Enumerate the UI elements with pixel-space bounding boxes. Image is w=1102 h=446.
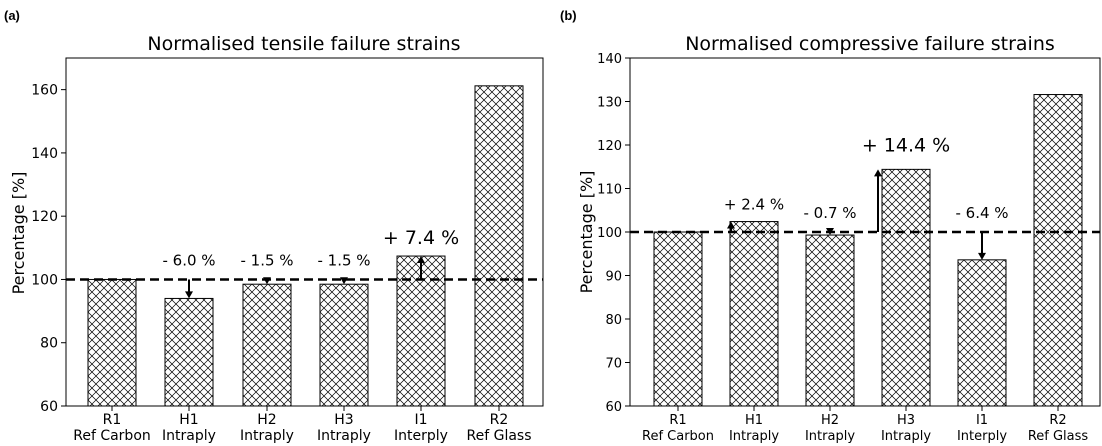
panel-b-x-tick-label-code: I1	[976, 413, 988, 428]
panel-b-x-tick-label-name: Interply	[957, 429, 1007, 444]
panel-a-annotation-label: + 7.4 %	[383, 227, 459, 249]
panel-b-annotation-label: - 6.4 %	[955, 204, 1008, 222]
panel-b-x-tick-label-code: R2	[1049, 413, 1066, 428]
panel-a-y-tick-label: 140	[31, 146, 58, 162]
panel-b-annotation-label: + 2.4 %	[724, 196, 784, 214]
panel-a-y-axis-label: Percentage [%]	[9, 172, 28, 295]
panel-a-y-tick-label: 60	[40, 399, 58, 415]
panel-a-x-tick-label-code: H3	[334, 412, 353, 428]
panel-b-y-tick-label: 90	[605, 270, 622, 285]
panel-a-annotation-label: - 6.0 %	[162, 251, 215, 269]
panel-b-x-tick-label-code: H2	[821, 413, 839, 428]
panel-a-x-tick-label-name: Ref Glass	[467, 428, 532, 444]
panel-b-x-tick-label-code: H3	[897, 413, 915, 428]
panel-b-x-tick-label-name: Intraply	[729, 429, 779, 444]
panel-b-y-tick-label: 130	[597, 96, 622, 111]
panel-b-arrow-head	[874, 169, 882, 177]
panel-a-bar-r1	[87, 278, 137, 407]
panel-b-annotation-label: - 0.7 %	[803, 204, 856, 222]
panel-a-x-tick-label-name: Interply	[394, 428, 448, 444]
panel-b-y-tick-label: 80	[605, 313, 622, 328]
panel-b-y-tick-label: 140	[597, 52, 622, 67]
panel-a-axes-frame	[65, 57, 544, 407]
panel-a-arrow-head	[340, 277, 348, 285]
panel-a-annotation-label: - 1.5 %	[317, 251, 370, 269]
panel-b-x-tick-label-name: Ref Carbon	[642, 429, 714, 444]
panel-a-x-tick-label-name: Ref Carbon	[73, 428, 151, 444]
panel-b-title: Normalised compressive failure strains	[685, 33, 1055, 55]
panel-a-bar-h2	[242, 283, 292, 407]
panel-a-y-tick-label: 160	[31, 83, 58, 99]
panel-a-x-tick-label-code: R1	[103, 412, 122, 428]
panel-b-bar-r1	[653, 231, 703, 407]
panel-a-arrow-head	[185, 291, 193, 299]
panel-a-title: Normalised tensile failure strains	[147, 33, 460, 55]
panel-a-y-tick-label: 100	[31, 272, 58, 288]
panel-a-bar-h3	[319, 283, 369, 407]
panel-a-label: (a)	[4, 8, 20, 23]
panel-b-bar-h2	[805, 234, 855, 407]
panel-b-bar-h1	[729, 221, 779, 407]
panel-a-x-tick-label-name: Intraply	[162, 428, 216, 444]
panel-b-y-tick-label: 70	[605, 357, 622, 372]
panel-b-y-tick-label: 110	[597, 183, 622, 198]
panel-a-y-tick-label: 120	[31, 209, 58, 225]
panel-b-x-tick-label-name: Intraply	[881, 429, 931, 444]
panel-b-y-tick-label: 100	[597, 226, 622, 241]
panel-b-bar-r2	[1033, 94, 1083, 407]
panel-b-y-tick-label: 120	[597, 139, 622, 154]
panel-b-label: (b)	[560, 8, 577, 23]
panel-a-bar-r2	[474, 85, 524, 407]
panel-b-x-tick-label-name: Ref Glass	[1028, 429, 1089, 444]
panel-a-bar-i1	[396, 255, 446, 407]
panel-a-arrow-head	[263, 277, 271, 285]
panel-a-x-tick-label-code: R2	[490, 412, 509, 428]
panel-b-x-tick-label-code: H1	[745, 413, 763, 428]
panel-b-annotation-label: + 14.4 %	[862, 134, 950, 156]
panel-b-arrow-head	[978, 252, 986, 260]
panel-b-bar-i1	[957, 259, 1007, 407]
panel-a-x-tick-label-name: Intraply	[317, 428, 371, 444]
panel-a-x-tick-label-code: H1	[179, 412, 198, 428]
panel-b-y-axis-label: Percentage [%]	[577, 171, 596, 294]
panel-a-annotation-label: - 1.5 %	[240, 251, 293, 269]
panel-a-x-tick-label-code: H2	[257, 412, 276, 428]
panel-b-x-tick-label-code: R1	[669, 413, 686, 428]
panel-a-bar-h1	[164, 297, 214, 407]
panel-b-y-tick-label: 60	[605, 400, 622, 415]
panel-a-x-tick-label-code: I1	[414, 412, 427, 428]
panel-a-x-tick-label-name: Intraply	[240, 428, 294, 444]
panel-b-arrow-head	[727, 221, 735, 229]
panel-a-arrow-head	[417, 256, 425, 264]
panel-b-bar-h3	[881, 168, 931, 407]
panel-b-x-tick-label-name: Intraply	[805, 429, 855, 444]
panel-b-arrow-head	[826, 228, 834, 236]
panel-a-y-tick-label: 80	[40, 336, 58, 352]
